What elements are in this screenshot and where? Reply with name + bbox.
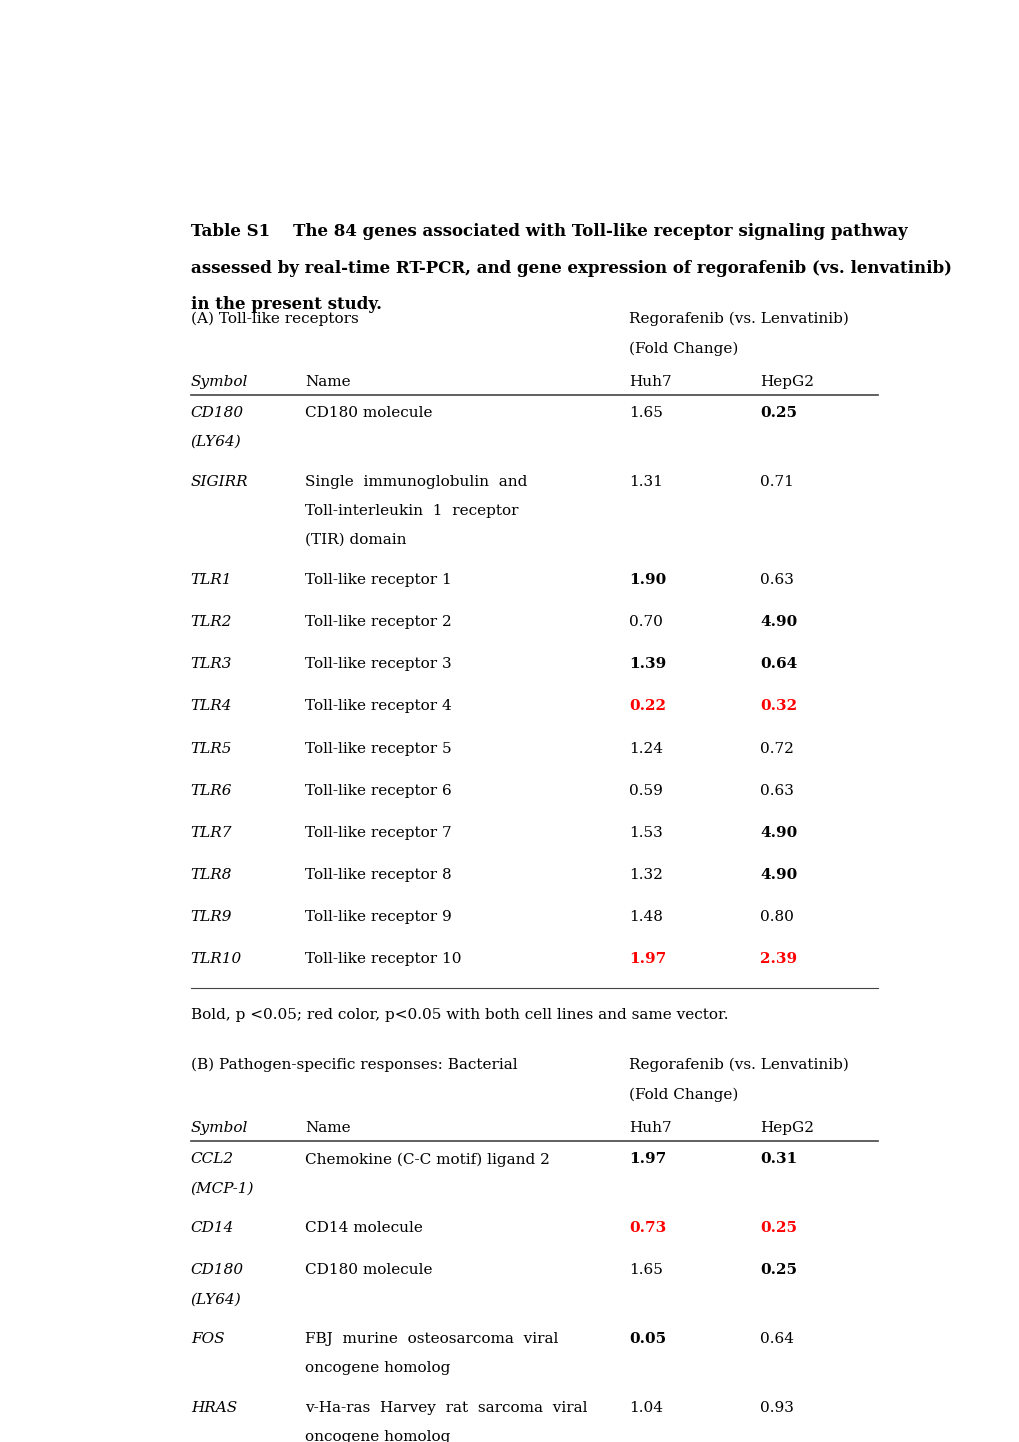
Text: 0.25: 0.25 — [759, 407, 796, 420]
Text: Toll-like receptor 1: Toll-like receptor 1 — [305, 572, 451, 587]
Text: 0.25: 0.25 — [759, 1221, 796, 1236]
Text: Toll-like receptor 6: Toll-like receptor 6 — [305, 784, 451, 797]
Text: TLR10: TLR10 — [191, 953, 242, 966]
Text: 4.90: 4.90 — [759, 614, 797, 629]
Text: 0.32: 0.32 — [759, 699, 796, 714]
Text: HepG2: HepG2 — [759, 1122, 813, 1135]
Text: 1.97: 1.97 — [629, 953, 666, 966]
Text: TLR6: TLR6 — [191, 784, 232, 797]
Text: TLR8: TLR8 — [191, 868, 232, 883]
Text: FOS: FOS — [191, 1332, 224, 1347]
Text: 2.39: 2.39 — [759, 953, 796, 966]
Text: 1.31: 1.31 — [629, 474, 662, 489]
Text: 0.63: 0.63 — [759, 572, 793, 587]
Text: 0.59: 0.59 — [629, 784, 662, 797]
Text: Toll-like receptor 4: Toll-like receptor 4 — [305, 699, 451, 714]
Text: 0.72: 0.72 — [759, 741, 793, 756]
Text: Name: Name — [305, 1122, 351, 1135]
Text: 0.70: 0.70 — [629, 614, 662, 629]
Text: Symbol: Symbol — [191, 1122, 248, 1135]
Text: Chemokine (C-C motif) ligand 2: Chemokine (C-C motif) ligand 2 — [305, 1152, 549, 1167]
Text: (A) Toll-like receptors: (A) Toll-like receptors — [191, 311, 358, 326]
Text: Toll-like receptor 10: Toll-like receptor 10 — [305, 953, 462, 966]
Text: Toll-interleukin  1  receptor: Toll-interleukin 1 receptor — [305, 503, 519, 518]
Text: TLR2: TLR2 — [191, 614, 232, 629]
Text: 0.64: 0.64 — [759, 658, 797, 671]
Text: 0.80: 0.80 — [759, 910, 793, 924]
Text: 1.97: 1.97 — [629, 1152, 666, 1167]
Text: TLR5: TLR5 — [191, 741, 232, 756]
Text: oncogene homolog: oncogene homolog — [305, 1430, 450, 1442]
Text: Toll-like receptor 8: Toll-like receptor 8 — [305, 868, 451, 883]
Text: 4.90: 4.90 — [759, 826, 797, 839]
Text: (MCP-1): (MCP-1) — [191, 1181, 254, 1195]
Text: Huh7: Huh7 — [629, 375, 672, 389]
Text: Bold, p <0.05; red color, p<0.05 with both cell lines and same vector.: Bold, p <0.05; red color, p<0.05 with bo… — [191, 1008, 728, 1022]
Text: TLR1: TLR1 — [191, 572, 232, 587]
Text: 1.04: 1.04 — [629, 1402, 662, 1415]
Text: (TIR) domain: (TIR) domain — [305, 532, 407, 547]
Text: Name: Name — [305, 375, 351, 389]
Text: Symbol: Symbol — [191, 375, 248, 389]
Text: TLR4: TLR4 — [191, 699, 232, 714]
Text: assessed by real-time RT-PCR, and gene expression of regorafenib (vs. lenvatinib: assessed by real-time RT-PCR, and gene e… — [191, 260, 951, 277]
Text: (LY64): (LY64) — [191, 435, 242, 448]
Text: (LY64): (LY64) — [191, 1292, 242, 1306]
Text: Toll-like receptor 9: Toll-like receptor 9 — [305, 910, 451, 924]
Text: 1.65: 1.65 — [629, 407, 662, 420]
Text: 0.64: 0.64 — [759, 1332, 793, 1347]
Text: Table S1    The 84 genes associated with Toll-like receptor signaling pathway: Table S1 The 84 genes associated with To… — [191, 224, 907, 239]
Text: HRAS: HRAS — [191, 1402, 236, 1415]
Text: in the present study.: in the present study. — [191, 296, 381, 313]
Text: 0.05: 0.05 — [629, 1332, 666, 1347]
Text: 0.25: 0.25 — [759, 1263, 796, 1278]
Text: 1.39: 1.39 — [629, 658, 666, 671]
Text: (Fold Change): (Fold Change) — [629, 342, 738, 356]
Text: 1.32: 1.32 — [629, 868, 662, 883]
Text: Toll-like receptor 3: Toll-like receptor 3 — [305, 658, 451, 671]
Text: CD180: CD180 — [191, 1263, 244, 1278]
Text: Toll-like receptor 7: Toll-like receptor 7 — [305, 826, 451, 839]
Text: (B) Pathogen-specific responses: Bacterial: (B) Pathogen-specific responses: Bacteri… — [191, 1058, 517, 1073]
Text: (Fold Change): (Fold Change) — [629, 1087, 738, 1102]
Text: 0.93: 0.93 — [759, 1402, 793, 1415]
Text: TLR7: TLR7 — [191, 826, 232, 839]
Text: CD14: CD14 — [191, 1221, 234, 1236]
Text: 0.71: 0.71 — [759, 474, 793, 489]
Text: v-Ha-ras  Harvey  rat  sarcoma  viral: v-Ha-ras Harvey rat sarcoma viral — [305, 1402, 587, 1415]
Text: Huh7: Huh7 — [629, 1122, 672, 1135]
Text: 0.63: 0.63 — [759, 784, 793, 797]
Text: 0.22: 0.22 — [629, 699, 665, 714]
Text: Single  immunoglobulin  and: Single immunoglobulin and — [305, 474, 527, 489]
Text: CD180: CD180 — [191, 407, 244, 420]
Text: Regorafenib (vs. Lenvatinib): Regorafenib (vs. Lenvatinib) — [629, 1058, 849, 1073]
Text: CD180 molecule: CD180 molecule — [305, 407, 432, 420]
Text: TLR9: TLR9 — [191, 910, 232, 924]
Text: CD14 molecule: CD14 molecule — [305, 1221, 423, 1236]
Text: CD180 molecule: CD180 molecule — [305, 1263, 432, 1278]
Text: oncogene homolog: oncogene homolog — [305, 1361, 450, 1376]
Text: FBJ  murine  osteosarcoma  viral: FBJ murine osteosarcoma viral — [305, 1332, 558, 1347]
Text: 1.90: 1.90 — [629, 572, 666, 587]
Text: Toll-like receptor 2: Toll-like receptor 2 — [305, 614, 451, 629]
Text: 1.65: 1.65 — [629, 1263, 662, 1278]
Text: TLR3: TLR3 — [191, 658, 232, 671]
Text: 4.90: 4.90 — [759, 868, 797, 883]
Text: Toll-like receptor 5: Toll-like receptor 5 — [305, 741, 451, 756]
Text: 1.53: 1.53 — [629, 826, 662, 839]
Text: SIGIRR: SIGIRR — [191, 474, 248, 489]
Text: 0.31: 0.31 — [759, 1152, 797, 1167]
Text: HepG2: HepG2 — [759, 375, 813, 389]
Text: 1.24: 1.24 — [629, 741, 662, 756]
Text: CCL2: CCL2 — [191, 1152, 233, 1167]
Text: Regorafenib (vs. Lenvatinib): Regorafenib (vs. Lenvatinib) — [629, 311, 849, 326]
Text: 1.48: 1.48 — [629, 910, 662, 924]
Text: 0.73: 0.73 — [629, 1221, 666, 1236]
